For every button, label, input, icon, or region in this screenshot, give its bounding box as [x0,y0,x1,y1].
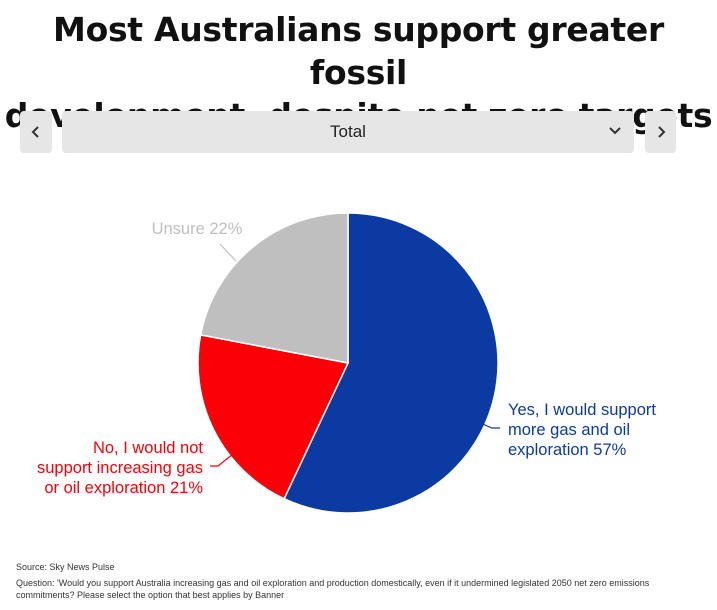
slice-unsure [199,212,349,364]
chevron-down-icon [609,127,621,135]
filter-selected-label: Total [330,122,366,141]
slice-yes [283,212,499,514]
pie-chart: Yes, I would support more gas and oil expl… [37,212,656,514]
source-note: Source: Sky News Pulse [16,562,115,572]
leader-line [477,421,500,429]
leader-line [219,243,237,262]
slice-no [197,334,350,500]
question-note: Question: 'Would you support Australia i… [16,578,650,600]
label-no: No, I would not support increasing gas or … [37,439,203,497]
label-unsure: Unsure 22% [152,220,243,238]
label-yes: Yes, I would support more gas and oil expl… [508,401,656,459]
chevron-left-icon [31,126,39,138]
chevron-right-icon [657,126,665,138]
previous-button[interactable] [20,111,52,153]
filter-dropdown[interactable]: Total [62,111,634,153]
next-button[interactable] [645,111,676,153]
title-line-1: Most Australians support greater fossil [53,10,664,92]
leader-line [210,449,239,467]
